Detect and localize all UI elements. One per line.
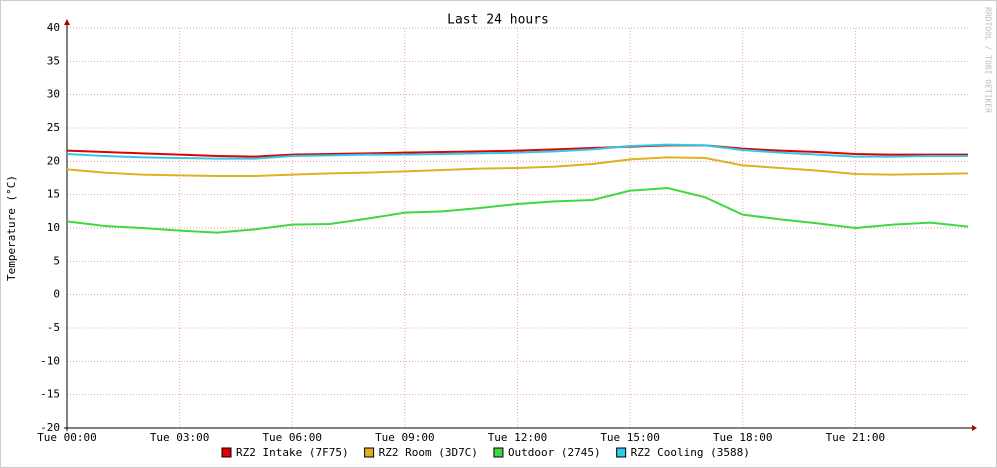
legend-label: RZ2 Room (3D7C) [379,446,478,459]
legend-swatch [364,447,375,458]
y-tick-label: 25 [47,121,60,134]
x-tick-label: Tue 00:00 [37,431,97,444]
y-tick-label: -5 [47,321,60,334]
x-tick-label: Tue 18:00 [713,431,773,444]
y-tick-label: 40 [47,21,60,34]
legend-swatch [616,447,627,458]
legend-swatch [493,447,504,458]
series-line [66,156,969,177]
x-tick-label: Tue 15:00 [600,431,660,444]
y-tick-label: 30 [47,88,60,101]
y-axis-arrow [64,19,70,25]
x-tick-label: Tue 21:00 [826,431,886,444]
y-tick-label: -10 [40,354,60,367]
x-tick-label: Tue 12:00 [488,431,548,444]
series-line [66,144,968,158]
y-tick-label: 10 [47,221,60,234]
y-tick-label: -15 [40,388,60,401]
y-axis-label: Temperature (°C) [5,175,18,281]
legend-label: Outdoor (2745) [508,446,601,459]
y-tick-label: 5 [53,254,60,267]
chart-title: Last 24 hours [447,13,549,28]
y-tick-label: 35 [47,54,60,67]
y-tick-label: -20 [40,421,60,434]
x-axis-arrow [972,425,977,431]
y-tick-label: 15 [47,188,60,201]
legend-swatch [221,447,232,458]
x-tick-label: Tue 09:00 [375,431,435,444]
legend-label: RZ2 Cooling (3588) [631,446,750,459]
series-line [66,143,968,160]
series-line [66,186,969,234]
legend-label: RZ2 Intake (7F75) [236,446,349,459]
y-tick-label: 0 [53,288,60,301]
x-tick-label: Tue 03:00 [150,431,210,444]
y-tick-label: 20 [47,154,60,167]
x-tick-label: Tue 06:00 [262,431,322,444]
watermark: RRDTOOL / TOBI OETIKER [984,7,993,113]
